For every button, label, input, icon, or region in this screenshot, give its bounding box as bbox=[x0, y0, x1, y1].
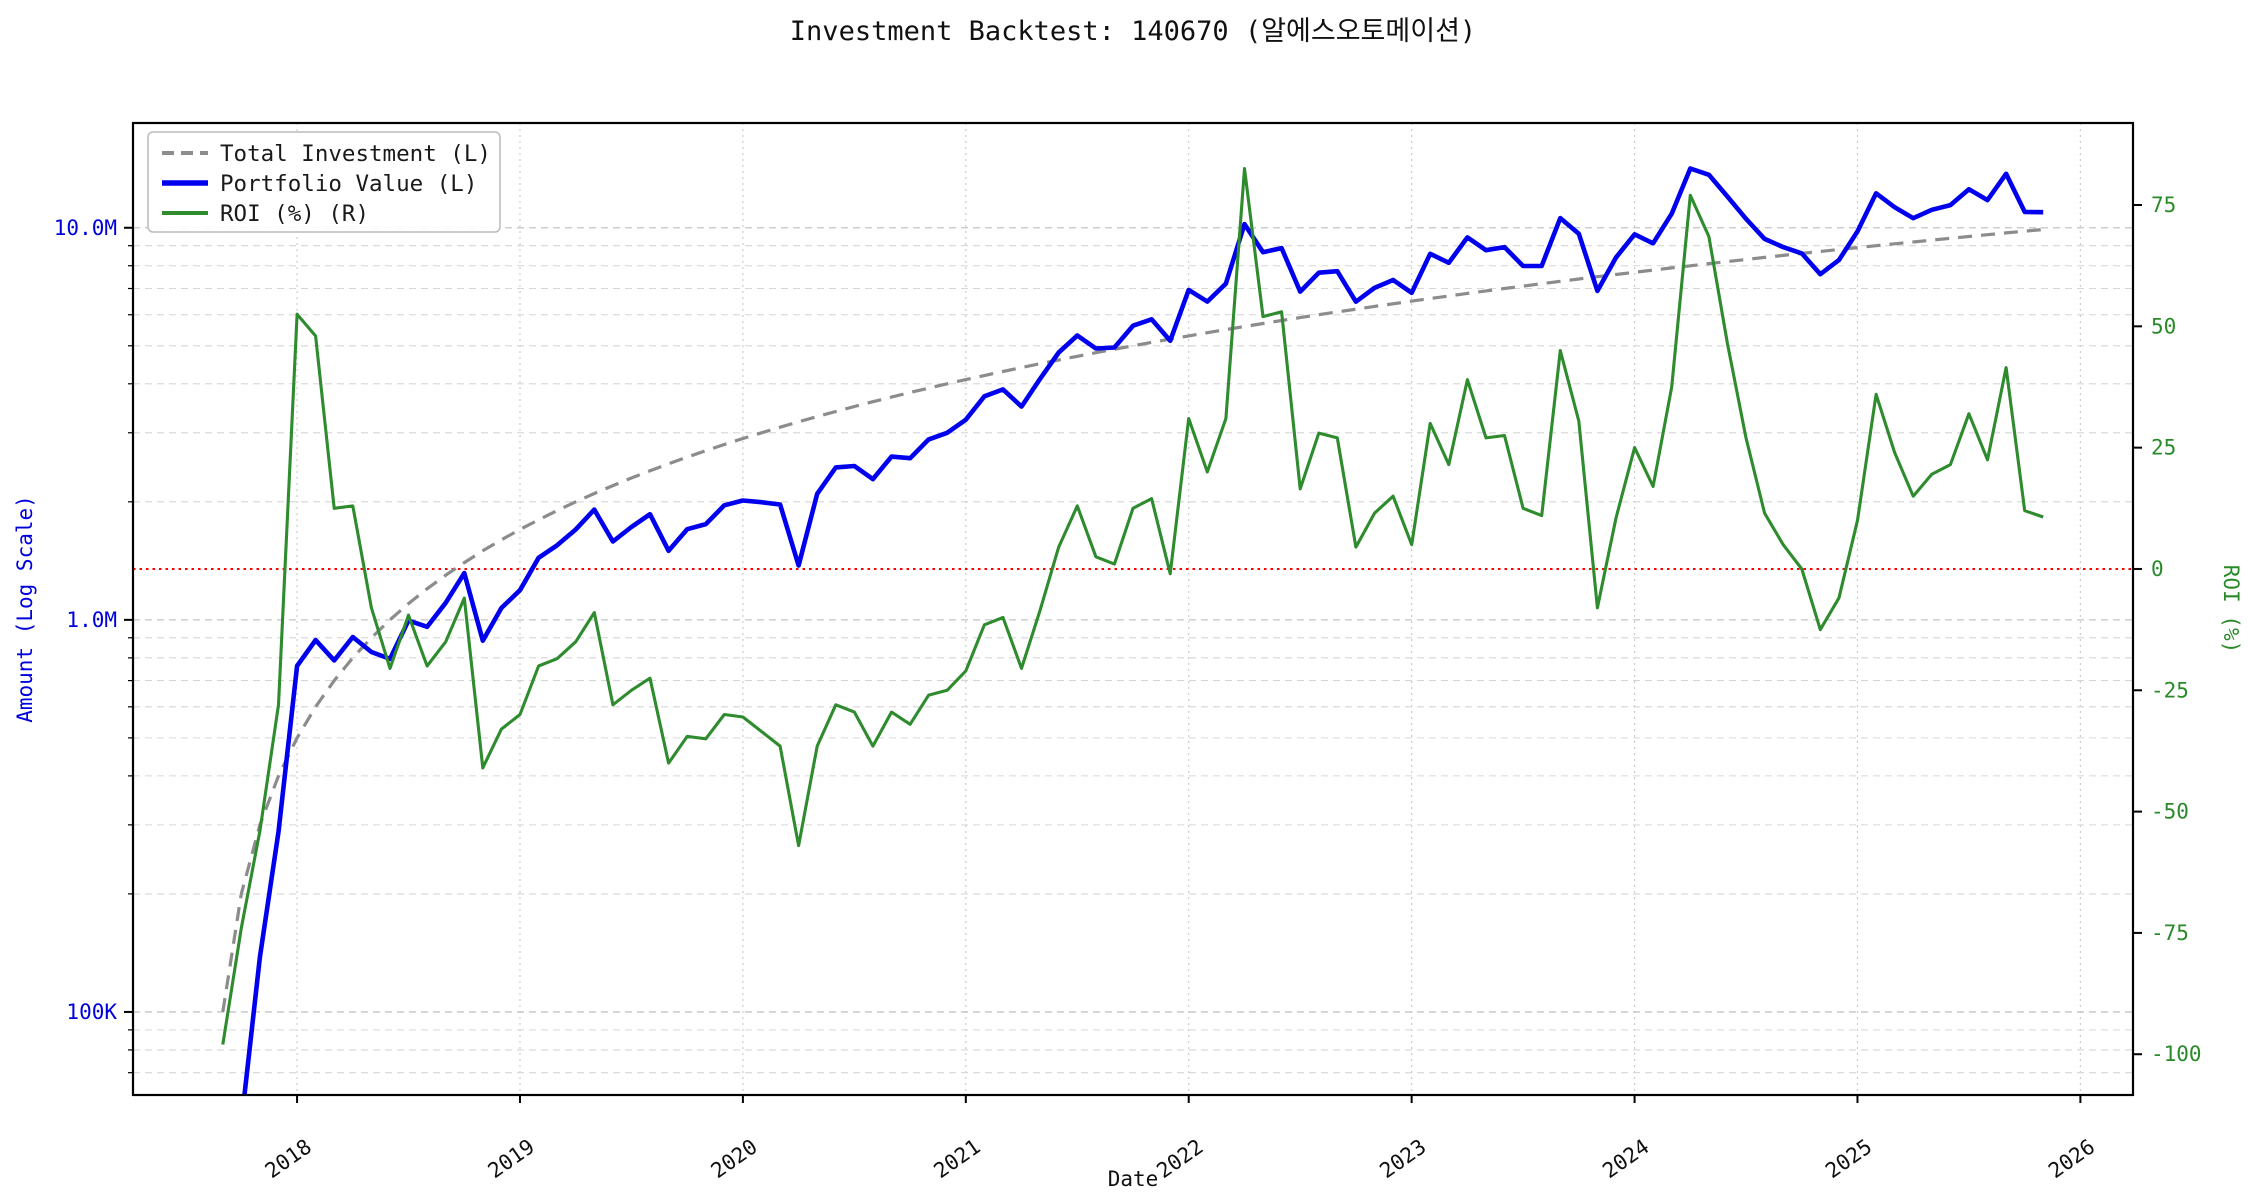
x-axis-label: Date bbox=[1108, 1167, 1159, 1191]
y-axis-left-label: Amount (Log Scale) bbox=[13, 495, 37, 723]
roi-line bbox=[221, 167, 2044, 1045]
x-tick-label-2023: 2023 bbox=[1375, 1134, 1430, 1183]
y-left-tick-label-1.0M: 1.0M bbox=[66, 608, 117, 632]
y-right-tick-label-25: 25 bbox=[2151, 436, 2176, 460]
legend-item-total-investment: Total Investment (L) bbox=[162, 141, 491, 167]
x-tick-label-2024: 2024 bbox=[1598, 1134, 1653, 1183]
x-tick-label-2020: 2020 bbox=[707, 1134, 762, 1183]
x-tick-label-2019: 2019 bbox=[484, 1134, 539, 1183]
y-right-tick-label--100: -100 bbox=[2151, 1042, 2202, 1066]
axis-ticks-and-labels: 2018 2019 2020 2021 2022 2023 2024 2025 2026 100K… bbox=[54, 193, 2202, 1183]
legend-frame bbox=[147, 131, 501, 233]
y-left-tick-label-100K: 100K bbox=[66, 1000, 117, 1024]
y-axis-right-label: ROI (%) bbox=[2219, 565, 2243, 654]
legend-item-portfolio-value: Portfolio Value (L) bbox=[162, 171, 477, 197]
x-tick-label-2025: 2025 bbox=[1821, 1134, 1876, 1183]
grid-lines bbox=[133, 123, 2133, 1095]
y-right-tick-label-50: 50 bbox=[2151, 314, 2176, 338]
y-left-tick-label-10.0M: 10.0M bbox=[54, 216, 117, 240]
plot-frame bbox=[131, 121, 2135, 1097]
y-right-tick-label--25: -25 bbox=[2151, 678, 2189, 702]
x-tick-label-2021: 2021 bbox=[929, 1134, 984, 1183]
y-right-tick-label-0: 0 bbox=[2151, 557, 2164, 581]
y-right-tick-label--75: -75 bbox=[2151, 921, 2189, 945]
y-right-tick-label-75: 75 bbox=[2151, 193, 2176, 217]
legend-label: Total Investment (L) bbox=[220, 141, 491, 167]
x-tick-label-2026: 2026 bbox=[2044, 1134, 2099, 1183]
total-investment-line bbox=[221, 227, 2044, 1013]
series-lines bbox=[221, 166, 2044, 1095]
y-right-tick-label--50: -50 bbox=[2151, 800, 2189, 824]
plot-border bbox=[131, 121, 2135, 1097]
portfolio-value-line bbox=[242, 166, 2044, 1095]
x-tick-label-2022: 2022 bbox=[1152, 1134, 1207, 1183]
legend-item-roi: ROI (%) (R) bbox=[162, 201, 369, 227]
legend-label: Portfolio Value (L) bbox=[220, 171, 477, 197]
x-tick-label-2018: 2018 bbox=[261, 1134, 316, 1183]
chart-title: Investment Backtest: 140670 (알에스오토메이션) bbox=[790, 16, 1476, 47]
legend-box: Total Investment (L) Portfolio Value (L) R… bbox=[147, 131, 501, 233]
legend-label: ROI (%) (R) bbox=[220, 201, 369, 227]
